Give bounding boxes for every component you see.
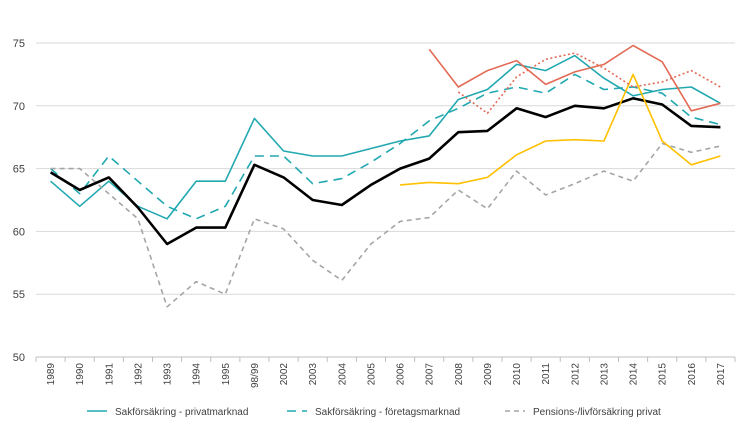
series-2	[50, 73, 721, 220]
series-1	[50, 54, 721, 220]
y-tick-label: 60	[13, 226, 25, 238]
series-4	[49, 97, 721, 246]
y-tick-label: 65	[13, 164, 25, 176]
x-tick-label: 2014	[629, 363, 640, 386]
y-tick-label: 75	[13, 38, 25, 50]
x-tick-label: 2015	[658, 363, 669, 386]
series-line	[400, 73, 721, 186]
y-tick-label: 50	[13, 352, 25, 364]
series-7	[457, 52, 721, 115]
x-tick-label: 2003	[308, 363, 319, 386]
x-tick-label: 1990	[75, 363, 86, 386]
x-tick-labels: 1989 1990 1991 1992 1993 1994 1995 98/99 2002 200…	[46, 363, 727, 388]
series-lines	[49, 44, 721, 308]
series-line	[457, 52, 721, 115]
series-5	[400, 73, 721, 186]
x-tick-label: 1989	[46, 363, 57, 386]
x-tick-label: 2007	[425, 363, 436, 386]
series-6	[428, 44, 721, 112]
x-tick-label: 1995	[221, 363, 232, 386]
legend-label: Pensions-/livförsäkring privat	[533, 407, 661, 418]
x-tick-label: 2009	[483, 363, 494, 386]
x-tick-label: 2010	[512, 363, 523, 386]
x-tick-label: 2012	[570, 363, 581, 386]
x-tick-label: 2016	[687, 363, 698, 386]
x-tick-label: 2004	[337, 363, 348, 386]
series-line	[50, 54, 721, 220]
x-tick-label: 1994	[192, 363, 203, 386]
x-tick-label: 2006	[396, 363, 407, 386]
x-tick-label: 2005	[366, 363, 377, 386]
legend-label: Sakförsäkring - privatmarknad	[115, 407, 248, 418]
x-tick-label: 1993	[163, 363, 174, 386]
legend-item: Sakförsäkring - privatmarknad	[87, 407, 248, 418]
x-tick-label: 2008	[454, 363, 465, 386]
series-3	[50, 142, 721, 308]
x-tick-label: 98/99	[250, 363, 261, 388]
x-axis	[35, 356, 736, 362]
x-tick-label: 2002	[279, 363, 290, 386]
x-tick-label: 2013	[599, 363, 610, 386]
series-line	[428, 44, 721, 112]
legend-item: Pensions-/livförsäkring privat	[505, 407, 661, 418]
series-line	[50, 73, 721, 220]
series-line	[49, 97, 721, 246]
legend: Sakförsäkring - privatmarknad Sakförsäkri…	[87, 407, 661, 418]
y-tick-label: 55	[13, 289, 25, 301]
legend-label: Sakförsäkring - företagsmarknad	[315, 407, 460, 418]
y-tick-label: 70	[13, 101, 25, 113]
y-axis: 50 55 60 65 70 75	[13, 38, 25, 364]
x-tick-label: 2017	[716, 363, 727, 386]
series-line	[50, 142, 721, 308]
x-tick-label: 2011	[541, 363, 552, 385]
x-tick-label: 1992	[133, 363, 144, 386]
x-tick-label: 1991	[104, 363, 115, 386]
legend-item: Sakförsäkring - företagsmarknad	[287, 407, 460, 418]
